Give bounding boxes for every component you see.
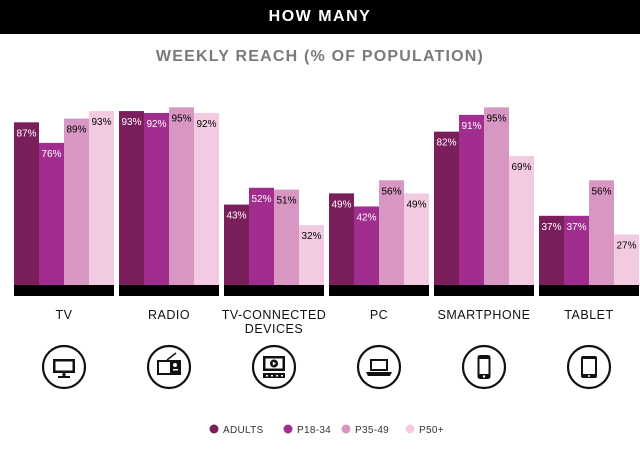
legend-swatch — [209, 424, 219, 434]
bar-value-label: 56% — [381, 186, 401, 197]
bar-value-label: 95% — [171, 113, 191, 124]
legend-item: P18-34 — [283, 424, 331, 436]
legend-swatch — [283, 424, 293, 434]
bar-tablet-p35-49 — [589, 180, 614, 285]
bar-value-label: 27% — [616, 241, 636, 252]
bar-value-label: 93% — [121, 117, 141, 128]
category-base-band — [329, 285, 429, 296]
category-label: PC — [370, 308, 388, 322]
bar-radio-p50- — [194, 112, 219, 286]
category-base-band — [119, 285, 219, 296]
bar-smartphone-p35-49 — [484, 107, 509, 285]
legend-label: P35-49 — [355, 425, 389, 436]
tv-icon — [41, 344, 87, 390]
bar-tv-connected-devices-p50- — [299, 225, 324, 285]
legend-label: P50+ — [419, 425, 444, 436]
bar-tv-connected-devices-p18-34 — [249, 187, 274, 285]
radio-icon — [146, 344, 192, 390]
bar-tv-adults — [14, 122, 39, 285]
category-base-band — [539, 285, 639, 296]
category-base-band — [434, 285, 534, 296]
bar-value-label: 69% — [511, 162, 531, 173]
legend-item: P35-49 — [341, 424, 389, 436]
bar-tv-p50- — [89, 111, 114, 285]
category-base-band — [14, 285, 114, 296]
bar-radio-p18-34 — [144, 112, 169, 286]
laptop-icon — [356, 344, 402, 390]
category-base-band — [224, 285, 324, 296]
category-label: RADIO — [148, 308, 190, 322]
bar-tablet-p50- — [614, 234, 639, 285]
bar-pc-p35-49 — [379, 180, 404, 285]
bar-tv-connected-devices-adults — [224, 204, 249, 285]
tablet-icon — [566, 344, 612, 390]
bar-value-label: 51% — [276, 196, 296, 207]
bar-pc-p18-34 — [354, 206, 379, 285]
bar-pc-p50- — [404, 193, 429, 285]
bar-smartphone-p50- — [509, 155, 534, 285]
bar-value-label: 43% — [226, 211, 246, 222]
bar-value-label: 49% — [406, 199, 426, 210]
bar-value-label: 92% — [146, 119, 166, 130]
category-label: SMARTPHONE — [438, 308, 531, 322]
bar-value-label: 93% — [91, 117, 111, 128]
smartphone-icon — [461, 344, 507, 390]
legend-swatch — [341, 424, 351, 434]
legend-label: ADULTS — [223, 425, 264, 436]
bar-value-label: 82% — [436, 138, 456, 149]
header-title: HOW MANY — [0, 0, 640, 34]
bar-value-label: 42% — [356, 212, 376, 223]
legend-label: P18-34 — [297, 425, 331, 436]
category-label: TV — [56, 308, 73, 322]
bar-value-label: 95% — [486, 113, 506, 124]
category-label: TABLET — [564, 308, 613, 322]
bar-value-label: 87% — [16, 128, 36, 139]
bar-tv-p35-49 — [64, 118, 89, 285]
bar-value-label: 76% — [41, 149, 61, 160]
legend-item: ADULTS — [209, 424, 264, 436]
bar-value-label: 92% — [196, 119, 216, 130]
legend-item: P50+ — [405, 424, 444, 436]
bar-value-label: 37% — [541, 222, 561, 233]
bar-value-label: 37% — [566, 222, 586, 233]
bar-radio-p35-49 — [169, 107, 194, 285]
bar-smartphone-p18-34 — [459, 114, 484, 285]
chart-title: WEEKLY REACH (% OF POPULATION) — [155, 48, 485, 65]
bar-value-label: 89% — [66, 125, 86, 136]
bar-smartphone-adults — [434, 131, 459, 285]
bar-tablet-adults — [539, 215, 564, 285]
category-label: TV-CONNECTED DEVICES — [222, 308, 327, 336]
bar-value-label: 91% — [461, 121, 481, 132]
legend-swatch — [405, 424, 415, 434]
bar-value-label: 56% — [591, 186, 611, 197]
bar-radio-adults — [119, 111, 144, 285]
bar-value-label: 32% — [301, 231, 321, 242]
bar-value-label: 52% — [251, 194, 271, 205]
bar-tv-p18-34 — [39, 142, 64, 285]
bar-tablet-p18-34 — [564, 215, 589, 285]
bar-tv-connected-devices-p35-49 — [274, 189, 299, 285]
bar-value-label: 49% — [331, 199, 351, 210]
bar-pc-adults — [329, 193, 354, 285]
tv-connected-device-icon — [251, 344, 297, 390]
